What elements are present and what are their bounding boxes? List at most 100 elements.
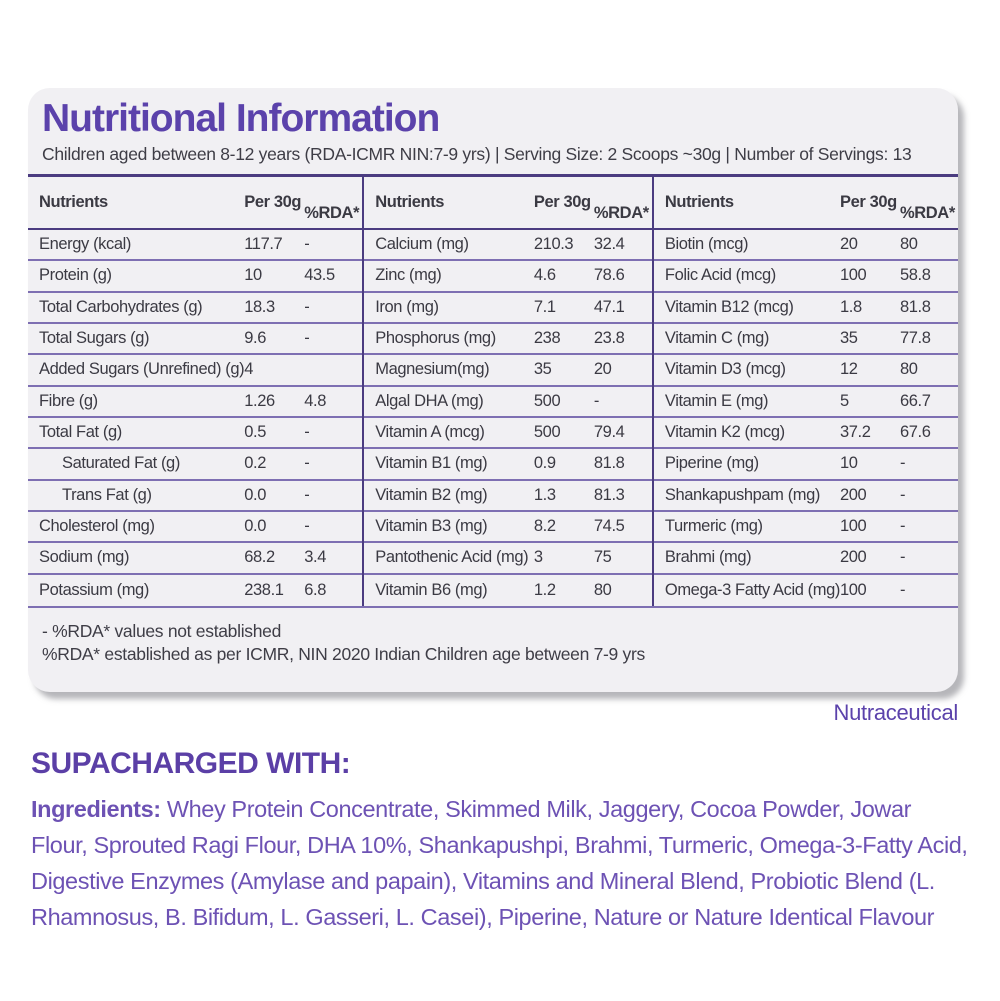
per-30g-value: 200 bbox=[840, 548, 867, 567]
rda-percent-value: 23.8 bbox=[593, 329, 625, 348]
nutrient-name: Brahmi (mg) bbox=[664, 548, 752, 567]
rda-percent-value: 47.1 bbox=[593, 297, 625, 316]
per-30g-value: 5 bbox=[840, 391, 849, 410]
rda-percent-value: - bbox=[304, 517, 310, 535]
table-body: Energy (kcal) 117.7 - Protein (g) 10 43.5 Tota… bbox=[28, 230, 363, 606]
nutrient-name: Vitamin K2 (mcg) bbox=[664, 423, 785, 442]
rda-percent-value: 79.4 bbox=[593, 423, 625, 442]
table-row: Vitamin B12 (mcg) 1.8 81.8 bbox=[653, 293, 958, 324]
table-row: Turmeric (mg) 100 - bbox=[653, 512, 958, 544]
per-30g-value: 9.6 bbox=[244, 329, 266, 348]
per-30g-value: 4 bbox=[244, 360, 254, 379]
rda-percent-value: - bbox=[900, 517, 906, 535]
nutrient-name: Vitamin B2 (mg) bbox=[375, 485, 488, 504]
table-row: Vitamin D3 (mcg) 12 80 bbox=[653, 355, 958, 387]
col-header-nutrients: Nutrients bbox=[39, 192, 108, 211]
table-row: Trans Fat (g) 0.0 - bbox=[28, 481, 363, 512]
table-row: Added Sugars (Unrefined) (g) 4 bbox=[28, 355, 363, 387]
per-30g-value: 0.0 bbox=[244, 517, 266, 535]
table-row: Piperine (mg) 10 - bbox=[653, 449, 958, 481]
table-row: Vitamin C (mg) 35 77.8 bbox=[653, 324, 958, 356]
per-30g-value: 0.2 bbox=[244, 454, 266, 473]
per-30g-value: 500 bbox=[533, 423, 561, 442]
nutrient-name: Folic Acid (mcg) bbox=[664, 266, 776, 285]
nutrient-name: Iron (mg) bbox=[375, 297, 439, 316]
rda-percent-value: 75 bbox=[593, 548, 612, 567]
rda-percent-value: - bbox=[304, 329, 310, 348]
nutrient-name: Calcium (mg) bbox=[375, 235, 469, 254]
rda-percent-value: 74.5 bbox=[593, 517, 625, 535]
per-30g-value: 4.6 bbox=[533, 266, 556, 285]
rda-percent-value: - bbox=[304, 235, 310, 254]
per-30g-value: 35 bbox=[840, 329, 858, 348]
per-30g-value: 0.9 bbox=[533, 454, 556, 473]
per-30g-value: 200 bbox=[840, 485, 867, 504]
rda-percent-value: 80 bbox=[900, 360, 918, 379]
nutrient-name: Vitamin B6 (mg) bbox=[375, 580, 488, 599]
table-group-micros-botanicals: Nutrients Per 30g %RDA* Biotin (mcg) 20 80… bbox=[651, 176, 958, 606]
rda-percent-value: 80 bbox=[593, 580, 612, 599]
per-30g-value: 8.2 bbox=[533, 517, 556, 535]
table-group-minerals-vitamins: Nutrients Per 30g %RDA* Calcium (mg) 210.… bbox=[362, 176, 652, 606]
per-30g-value: 18.3 bbox=[244, 297, 275, 316]
nutrient-name: Saturated Fat (g) bbox=[62, 454, 180, 473]
nutrient-name: Pantothenic Acid (mg) bbox=[375, 548, 529, 567]
table-row: Saturated Fat (g) 0.2 - bbox=[28, 449, 363, 481]
rda-percent-value: 66.7 bbox=[900, 391, 931, 410]
col-header-nutrients: Nutrients bbox=[375, 192, 445, 211]
col-header-nutrients: Nutrients bbox=[664, 192, 734, 211]
nutrient-name: Zinc (mg) bbox=[375, 266, 442, 285]
table-body: Calcium (mg) 210.3 32.4 Zinc (mg) 4.6 78.6 Iro… bbox=[364, 230, 652, 606]
rda-percent-value: - bbox=[304, 485, 310, 504]
table-body: Biotin (mcg) 20 80 Folic Acid (mcg) 100 58.8 V… bbox=[653, 230, 958, 606]
supercharged-section: SUPACHARGED WITH: Ingredients: Whey Prot… bbox=[31, 747, 969, 936]
table-row: Phosphorus (mg) 238 23.8 bbox=[364, 324, 652, 356]
per-30g-value: 20 bbox=[840, 235, 858, 254]
nutrient-name: Shankapushpam (mg) bbox=[664, 485, 821, 504]
table-row: Brahmi (mg) 200 - bbox=[653, 543, 958, 575]
table-row: Magnesium(mg) 35 20 bbox=[364, 355, 652, 387]
ingredients-paragraph: Ingredients: Whey Protein Concentrate, S… bbox=[31, 792, 969, 936]
per-30g-value: 238.1 bbox=[244, 580, 284, 599]
nutrient-name: Total Fat (g) bbox=[39, 423, 122, 442]
table-header-row: Nutrients Per 30g %RDA* bbox=[653, 177, 958, 230]
per-30g-value: 10 bbox=[840, 454, 858, 473]
table-row: Shankapushpam (mg) 200 - bbox=[653, 481, 958, 512]
table-row: Vitamin E (mg) 5 66.7 bbox=[653, 387, 958, 418]
rda-percent-value: 81.8 bbox=[593, 454, 625, 473]
rda-percent-value: 80 bbox=[900, 235, 918, 254]
nutrient-name: Total Sugars (g) bbox=[39, 329, 150, 348]
nutrient-name: Trans Fat (g) bbox=[62, 485, 152, 504]
per-30g-value: 12 bbox=[840, 360, 858, 379]
rda-percent-value: 81.8 bbox=[900, 297, 931, 316]
rda-percent-value: 77.8 bbox=[900, 329, 931, 348]
rda-percent-value: - bbox=[304, 454, 310, 473]
table-row: Potassium (mg) 238.1 6.8 bbox=[28, 575, 362, 606]
rda-percent-value: 58.8 bbox=[900, 266, 931, 285]
table-row: Total Fat (g) 0.5 - bbox=[28, 418, 363, 450]
table-row: Algal DHA (mg) 500 - bbox=[364, 387, 652, 418]
table-row: Folic Acid (mcg) 100 58.8 bbox=[653, 261, 958, 293]
nutrient-name: Vitamin E (mg) bbox=[664, 391, 769, 410]
table-row: Biotin (mcg) 20 80 bbox=[653, 230, 958, 262]
table-row: Vitamin K2 (mcg) 37.2 67.6 bbox=[653, 418, 958, 450]
table-row: Zinc (mg) 4.6 78.6 bbox=[364, 261, 652, 293]
nutrient-name: Turmeric (mg) bbox=[664, 517, 763, 535]
rda-percent-value: 43.5 bbox=[304, 266, 335, 285]
rda-percent-value: 67.6 bbox=[900, 423, 931, 442]
per-30g-value: 238 bbox=[533, 329, 561, 348]
per-30g-value: 0.0 bbox=[244, 485, 266, 504]
col-header-rda: %RDA* bbox=[900, 203, 955, 222]
table-row: Vitamin A (mcg) 500 79.4 bbox=[364, 418, 652, 450]
nutrient-name: Vitamin D3 (mcg) bbox=[664, 360, 786, 379]
per-30g-value: 117.7 bbox=[244, 235, 283, 254]
table-header-row: Nutrients Per 30g %RDA* bbox=[364, 177, 652, 230]
rda-percent-value: - bbox=[304, 297, 310, 316]
rda-percent-value: 78.6 bbox=[593, 266, 625, 285]
col-header-per-30g: Per 30g bbox=[533, 192, 591, 211]
per-30g-value: 100 bbox=[840, 266, 867, 285]
rda-percent-value: - bbox=[900, 485, 906, 504]
per-30g-value: 1.2 bbox=[533, 580, 556, 599]
rda-percent-value: - bbox=[304, 423, 310, 442]
nutrient-name: Cholesterol (mg) bbox=[39, 517, 155, 535]
